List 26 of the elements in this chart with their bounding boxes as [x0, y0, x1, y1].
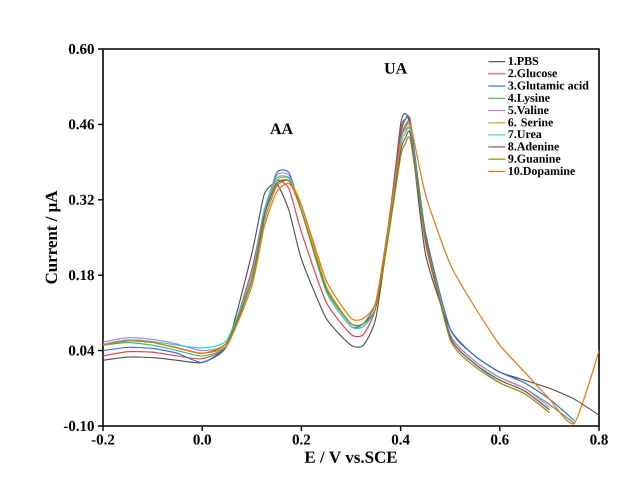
- y-tick-label: 0.32: [68, 194, 94, 205]
- x-axis-title: E / V vs.SCE: [304, 452, 397, 463]
- legend-label: 4.Lysine: [508, 93, 550, 104]
- legend-label: 6. Serine: [508, 118, 554, 126]
- annotation: AA: [270, 124, 293, 134]
- legend-label: 5.Valine: [508, 106, 549, 114]
- y-tick-label: 0.60: [68, 44, 94, 54]
- legend-label: 1.PBS: [508, 56, 538, 66]
- x-tick-label: 0.2: [292, 434, 310, 445]
- y-tick-label: 0.04: [68, 346, 94, 356]
- legend-label: 8.Adenine: [508, 142, 560, 150]
- legend-label: 10.Dopamine: [508, 166, 575, 178]
- y-tick-label: -0.10: [64, 420, 94, 432]
- legend-label: 3.Glutamic acid: [508, 81, 589, 90]
- legend-label: 2.Glucose: [508, 68, 558, 78]
- y-axis-title: Current / μA: [46, 190, 61, 284]
- x-tick-label: 0.0: [193, 434, 211, 445]
- annotation: UA: [384, 63, 408, 74]
- y-tick-label: 0.46: [68, 119, 94, 130]
- legend-label: 7.Urea: [508, 130, 542, 138]
- legend-label: 9.Guanine: [508, 154, 560, 163]
- x-tick-label: 0.8: [590, 434, 608, 445]
- x-tick-label: 0.6: [491, 434, 509, 445]
- x-tick-label: 0.4: [392, 434, 410, 445]
- x-tick-label: -0.2: [92, 434, 114, 445]
- y-tick-label: 0.18: [68, 270, 94, 280]
